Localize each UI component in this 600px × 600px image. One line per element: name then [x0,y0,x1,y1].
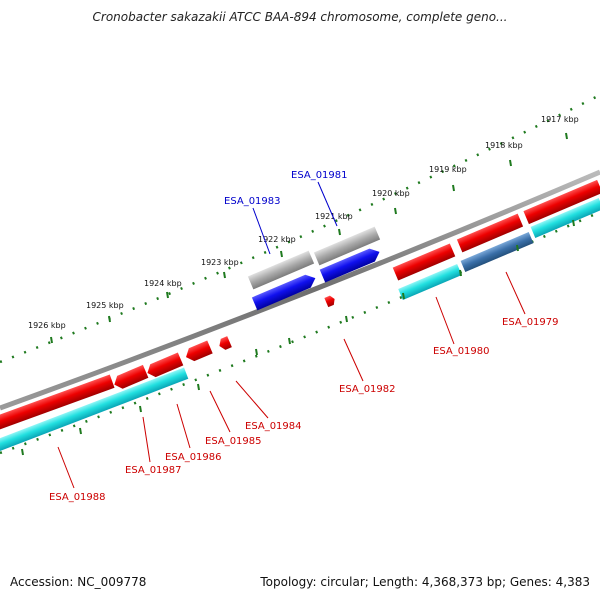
outer-minor-ticks [0,93,600,364]
leader-ESA_01981 [317,181,338,227]
gene-ESA_01985-arrow[interactable] [183,340,213,363]
major-tick [459,269,462,277]
tick-label-1925: 1925 kbp [86,301,124,310]
major-tick [452,184,455,192]
major-tick [166,291,169,299]
scale-labels: 1917 kbp 1918 kbp 1919 kbp 1920 kbp 1921… [28,115,579,330]
map-title: Cronobacter sakazakii ATCC BAA-894 chrom… [92,10,508,24]
gene-ESA_01981-arrow[interactable] [319,245,383,283]
leader-ESA_01985 [209,390,231,433]
leader-ESA_01983 [252,207,271,255]
gene-right-edge-arrow [523,179,600,225]
major-tick [21,448,24,456]
genome-summary-text: Topology: circular; Length: 4,368,373 bp… [260,575,590,589]
inner-major-ticks [21,219,575,456]
gene-label-ESA_01983[interactable]: ESA_01983 [224,196,281,207]
leader-ESA_01986 [176,403,191,449]
gene-labels: ESA_01979 ESA_01980 ESA_01981 ESA_01982 … [49,170,559,503]
gene-ESA_01987-arrow[interactable] [112,364,149,391]
leader-ESA_01980 [435,296,455,345]
gene-label-ESA_01982[interactable]: ESA_01982 [339,384,396,395]
tick-label-1926: 1926 kbp [28,321,66,330]
major-tick [108,315,111,323]
major-tick [288,337,291,345]
cds-ESA_01988 [0,367,189,453]
gene-ESA_01979-arrow[interactable] [456,213,524,253]
gene-ESA_01988-arrow[interactable] [0,374,115,434]
gene-label-ESA_01980[interactable]: ESA_01980 [433,346,490,357]
major-tick [50,336,53,344]
tick-label-1922: 1922 kbp [258,235,296,244]
gene-label-ESA_01988[interactable]: ESA_01988 [49,492,106,503]
gene-label-ESA_01981[interactable]: ESA_01981 [291,170,348,181]
tick-label-1923: 1923 kbp [201,258,239,267]
label-leaders [57,181,526,489]
tick-label-1917: 1917 kbp [541,115,579,124]
major-tick [255,348,258,356]
major-tick [572,219,575,227]
gene-label-ESA_01987[interactable]: ESA_01987 [125,465,182,476]
tick-label-1920: 1920 kbp [372,189,410,198]
leader-ESA_01987 [142,416,151,463]
leader-ESA_01979 [505,271,526,315]
major-tick [338,228,341,236]
gene-ESA_01983-arrow[interactable] [251,272,318,311]
leader-ESA_01982 [343,338,364,382]
major-tick [345,315,348,323]
gene-ESA_01984-arrow[interactable] [217,336,232,351]
gene-ESA_01982-arrow[interactable] [324,294,336,308]
tick-label-1919: 1919 kbp [429,165,467,174]
tick-label-1921: 1921 kbp [315,212,353,221]
gene-label-ESA_01986[interactable]: ESA_01986 [165,452,222,463]
outer-tick-ring [0,93,600,364]
leader-ESA_01984 [235,380,269,419]
major-tick [516,244,519,252]
major-tick [139,405,142,413]
outer-major-ticks [50,132,568,344]
major-tick [509,159,512,167]
major-tick [565,132,568,140]
cds-ESA_01980 [398,263,462,301]
feature-pseudo-1 [247,250,315,290]
chromosome-backbone [0,169,600,411]
major-tick [402,292,405,300]
accession-text: Accession: NC_009778 [10,575,147,589]
gene-ESA_01986-arrow[interactable] [145,352,184,380]
gene-ESA_01980-arrow[interactable] [392,243,456,281]
major-tick [394,207,397,215]
cds-ESA_01979 [460,232,534,272]
gene-label-ESA_01985[interactable]: ESA_01985 [205,436,262,447]
cds-right-edge [530,198,600,238]
major-tick [197,383,200,391]
major-tick [280,250,283,258]
major-tick [79,427,82,435]
feature-pseudo-2 [313,226,381,266]
tick-label-1924: 1924 kbp [144,279,182,288]
gene-label-ESA_01979[interactable]: ESA_01979 [502,317,559,328]
gene-label-ESA_01984[interactable]: ESA_01984 [245,421,302,432]
leader-ESA_01988 [57,446,75,489]
major-tick [223,271,226,279]
tick-label-1918: 1918 kbp [485,141,523,150]
